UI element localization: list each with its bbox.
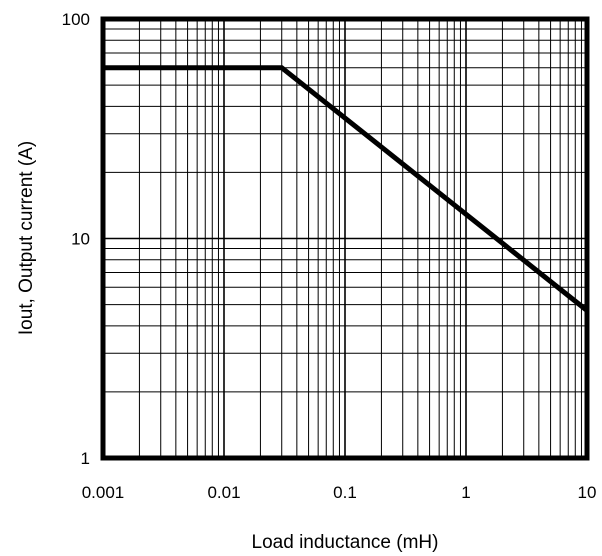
x-tick-label: 1 (461, 483, 470, 502)
x-axis-title: Load inductance (mH) (252, 532, 439, 553)
y-tick-label: 100 (62, 10, 90, 29)
plot-frame (100, 16, 590, 461)
y-axis-title: Iout, Output current (A) (16, 141, 37, 335)
x-tick-labels: 0.001 0.01 0.1 1 10 (82, 483, 597, 502)
y-tick-label: 1 (81, 449, 90, 468)
x-tick-label: 0.01 (207, 483, 240, 502)
x-tick-label: 10 (578, 483, 597, 502)
series-line (103, 65, 589, 313)
y-tick-labels: 1 10 100 (62, 10, 90, 468)
x-tick-label: 0.1 (333, 483, 357, 502)
x-tick-label: 0.001 (82, 483, 125, 502)
y-tick-label: 10 (71, 230, 90, 249)
series-layer (103, 65, 589, 313)
grid-major (103, 19, 587, 458)
